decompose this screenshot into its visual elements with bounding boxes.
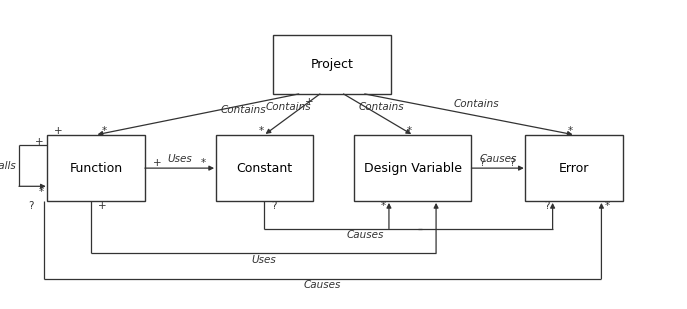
Text: ?: ? xyxy=(543,201,549,211)
Text: Contains: Contains xyxy=(221,105,267,115)
Bar xyxy=(526,135,623,201)
Text: *: * xyxy=(407,126,412,136)
Text: ?: ? xyxy=(510,158,515,168)
Text: +: + xyxy=(98,201,106,211)
Text: *: * xyxy=(381,201,385,211)
Bar xyxy=(273,35,391,94)
Text: *: * xyxy=(38,187,44,197)
Text: Uses: Uses xyxy=(168,154,192,164)
Text: *: * xyxy=(568,126,573,136)
Text: +: + xyxy=(54,126,63,136)
Bar xyxy=(47,135,145,201)
Text: Design Variable: Design Variable xyxy=(363,162,462,175)
Text: Contains: Contains xyxy=(453,99,499,109)
Text: Error: Error xyxy=(559,162,589,175)
Text: +: + xyxy=(304,96,313,107)
Text: Uses: Uses xyxy=(251,255,276,265)
Text: +: + xyxy=(35,138,44,147)
Bar xyxy=(354,135,471,201)
Text: *: * xyxy=(258,126,264,136)
Text: ?: ? xyxy=(28,201,34,211)
Bar xyxy=(216,135,313,201)
Text: Function: Function xyxy=(69,162,123,175)
Text: Causes: Causes xyxy=(347,230,384,240)
Text: *: * xyxy=(605,201,610,211)
Text: Causes: Causes xyxy=(304,280,341,290)
Text: *: * xyxy=(201,158,205,168)
Text: ?: ? xyxy=(480,158,485,168)
Text: *: * xyxy=(102,126,106,136)
Text: Contains: Contains xyxy=(266,102,312,112)
Text: Project: Project xyxy=(311,58,353,71)
Text: ?: ? xyxy=(271,201,277,211)
Text: Constant: Constant xyxy=(236,162,293,175)
Text: Causes: Causes xyxy=(480,154,517,164)
Text: +: + xyxy=(153,158,161,168)
Text: Contains: Contains xyxy=(359,102,404,112)
Text: Calls: Calls xyxy=(0,161,16,171)
